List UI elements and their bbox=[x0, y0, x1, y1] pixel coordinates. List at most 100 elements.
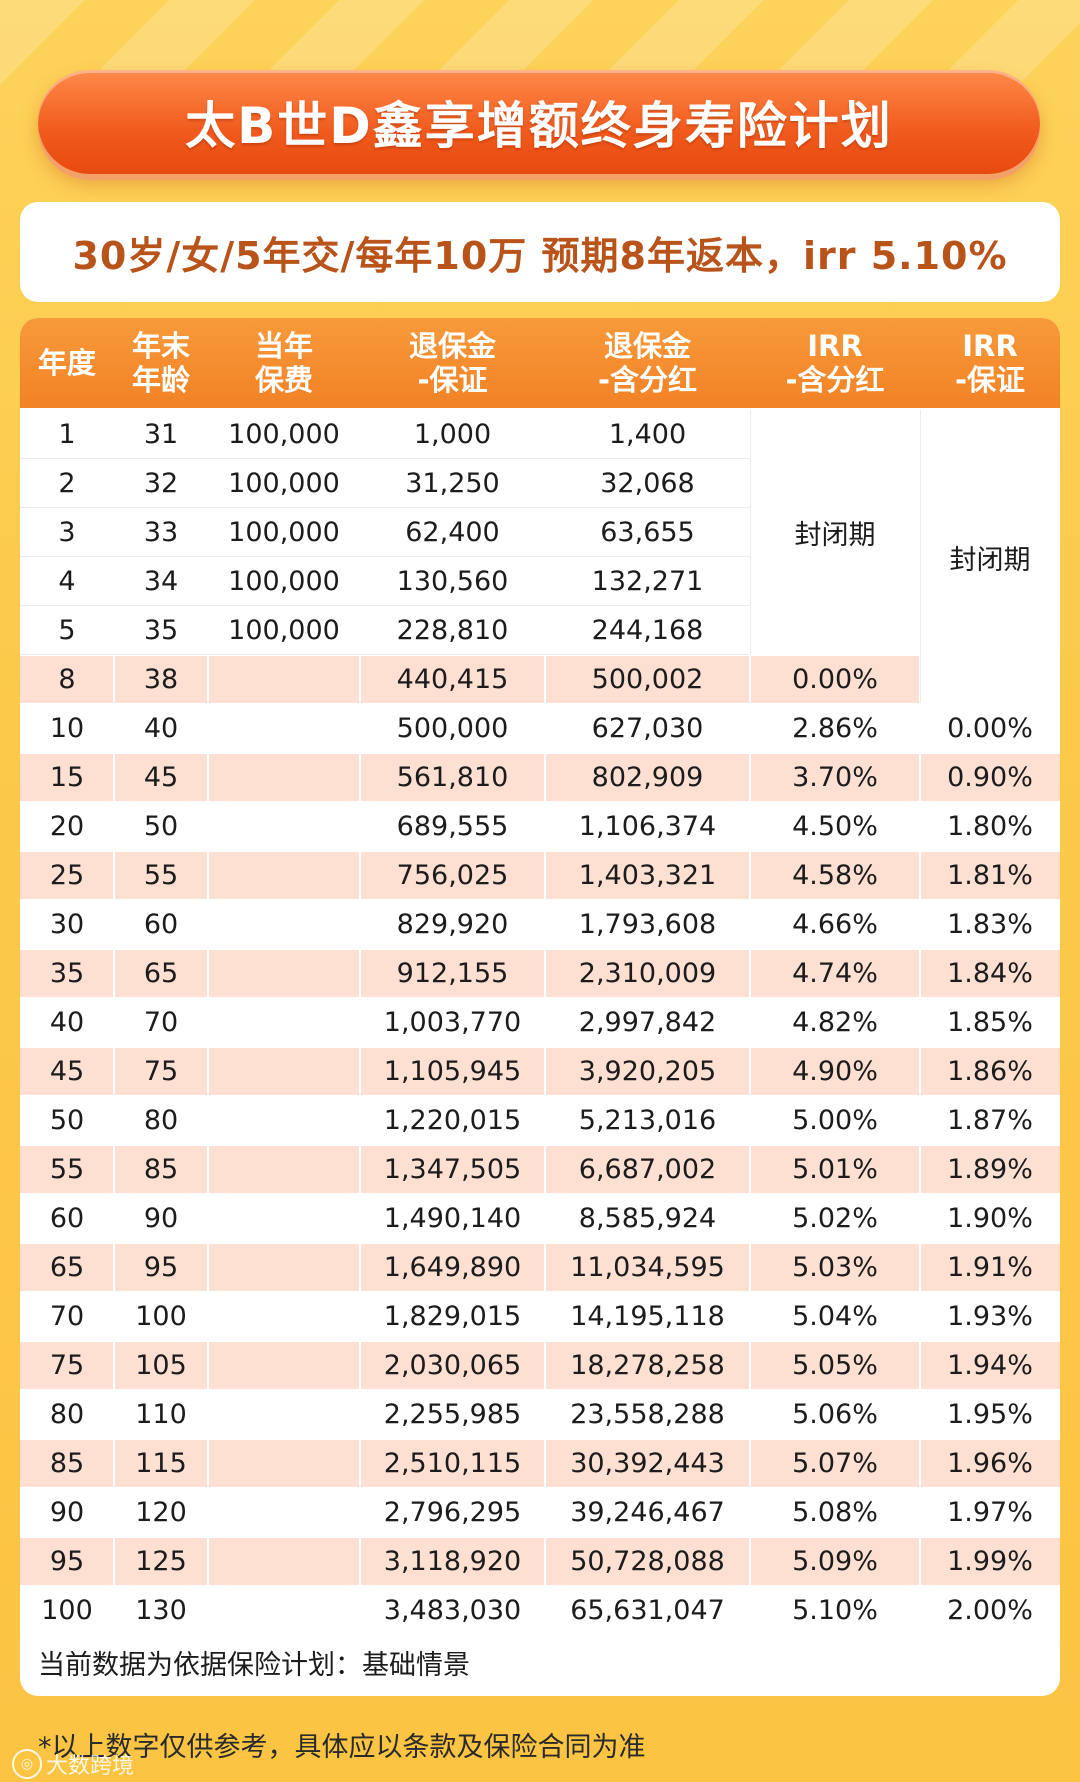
column-header: 年度 bbox=[20, 318, 114, 408]
table-cell: 689,555 bbox=[396, 811, 509, 842]
table-cell: 4.66% bbox=[792, 909, 878, 940]
table-cell: 65 bbox=[49, 1252, 85, 1283]
table-cell: 1,793,608 bbox=[578, 909, 717, 940]
table-cell: 244,168 bbox=[591, 615, 704, 646]
table-cell: 63,655 bbox=[600, 517, 695, 548]
table-cell: 1,490,140 bbox=[383, 1203, 522, 1234]
grid-line bbox=[20, 1634, 1060, 1636]
grid-line bbox=[20, 703, 1060, 705]
table-row: 10 40 500,000 627,030 2.86% 0.00% bbox=[20, 704, 1060, 753]
table-row: 50 80 1,220,015 5,213,016 5.00% 1.87% bbox=[20, 1096, 1060, 1145]
table-cell: 23,558,288 bbox=[570, 1399, 725, 1430]
table-cell: 829,920 bbox=[396, 909, 509, 940]
table-cell: 440,415 bbox=[396, 664, 509, 695]
table-row: 15 45 561,810 802,909 3.70% 0.90% bbox=[20, 753, 1060, 802]
table-row: 25 55 756,025 1,403,321 4.58% 1.81% bbox=[20, 851, 1060, 900]
table-cell bbox=[208, 1243, 360, 1292]
table-cell: 65 bbox=[143, 958, 179, 989]
table-cell: 50,728,088 bbox=[570, 1546, 725, 1577]
table-row: 95 125 3,118,920 50,728,088 5.09% 1.99% bbox=[20, 1537, 1060, 1586]
table-cell: 80 bbox=[49, 1399, 85, 1430]
table-cell: 1,403,321 bbox=[578, 860, 717, 891]
column-header-line: 退保金 bbox=[603, 329, 691, 363]
column-header-line: -保证 bbox=[417, 363, 488, 397]
grid-line bbox=[20, 752, 1060, 754]
table-cell: 1,003,770 bbox=[383, 1007, 522, 1038]
table-cell: 11,034,595 bbox=[570, 1252, 725, 1283]
table-cell: 1.97% bbox=[947, 1497, 1033, 1528]
table-cell: 75 bbox=[143, 1056, 179, 1087]
table-cell: 130,560 bbox=[396, 566, 509, 597]
table-cell: 32,068 bbox=[600, 468, 695, 499]
table-cell: 100,000 bbox=[228, 517, 340, 548]
table-cell: 4 bbox=[58, 566, 76, 597]
table-cell: 100,000 bbox=[228, 615, 340, 646]
table-cell: 1.95% bbox=[947, 1399, 1033, 1430]
page-title: 太B世D鑫享增额终身寿险计划 bbox=[185, 97, 893, 155]
grid-line bbox=[20, 1242, 1060, 1244]
column-header: 退保金 -保证 bbox=[360, 318, 545, 408]
table-cell: 75 bbox=[49, 1350, 85, 1381]
merged-cell-background bbox=[920, 410, 1060, 703]
grid-line bbox=[20, 1536, 1060, 1538]
table-cell: 3,118,920 bbox=[383, 1546, 522, 1577]
table-cell: 105 bbox=[135, 1350, 187, 1381]
benefit-table: 年度 年末 年龄 当年 保费 退保金 -保证 退保金 -含分红 IRR -含分红 IRR -保证 1 31… bbox=[20, 318, 1060, 1696]
table-row: 70 100 1,829,015 14,195,118 5.04% 1.93% bbox=[20, 1292, 1060, 1341]
table-cell: 2 bbox=[58, 468, 76, 499]
table-cell: 60 bbox=[143, 909, 179, 940]
grid-line bbox=[20, 1144, 1060, 1146]
table-cell: 35 bbox=[143, 615, 179, 646]
table-cell: 125 bbox=[135, 1546, 187, 1577]
table-cell: 90 bbox=[49, 1497, 85, 1528]
column-header-line: -含分红 bbox=[785, 363, 885, 397]
grid-line bbox=[20, 605, 750, 606]
table-cell: 1,649,890 bbox=[383, 1252, 522, 1283]
table-row: 100 130 3,483,030 65,631,047 5.10% 2.00% bbox=[20, 1586, 1060, 1635]
grid-line bbox=[20, 605, 1060, 607]
table-cell: 95 bbox=[49, 1546, 85, 1577]
table-cell: 31,250 bbox=[405, 468, 500, 499]
table-cell: 1.81% bbox=[947, 860, 1033, 891]
table-cell: 1.86% bbox=[947, 1056, 1033, 1087]
column-header-line: 年末 bbox=[131, 329, 190, 363]
table-cell: 65,631,047 bbox=[570, 1595, 725, 1626]
table-cell bbox=[208, 1194, 360, 1243]
grid-line bbox=[919, 408, 921, 1635]
table-cell: 132,271 bbox=[591, 566, 704, 597]
table-cell: 18,278,258 bbox=[570, 1350, 725, 1381]
column-header-line: -含分红 bbox=[597, 363, 698, 397]
table-cell: 5.10% bbox=[792, 1595, 878, 1626]
grid-line bbox=[20, 507, 1060, 509]
column-header: IRR -含分红 bbox=[750, 318, 920, 408]
table-cell: 45 bbox=[143, 762, 179, 793]
column-header-line: 退保金 bbox=[408, 329, 496, 363]
table-cell bbox=[208, 1341, 360, 1390]
table-cell: 2,310,009 bbox=[578, 958, 717, 989]
table-cell: 1.90% bbox=[947, 1203, 1033, 1234]
column-header: IRR -保证 bbox=[920, 318, 1060, 408]
table-cell bbox=[208, 1096, 360, 1145]
plan-summary: 30岁/女/5年交/每年10万 预期8年返本，irr 5.10% bbox=[72, 233, 1008, 278]
table-cell: 500,000 bbox=[396, 713, 509, 744]
table-cell: 62,400 bbox=[405, 517, 500, 548]
table-cell: 228,810 bbox=[396, 615, 509, 646]
table-cell: 802,909 bbox=[591, 762, 704, 793]
grid-line bbox=[359, 408, 361, 1635]
watermark-logo-icon: ◎ bbox=[12, 1749, 42, 1779]
grid-line bbox=[20, 850, 1060, 852]
table-cell: 100,000 bbox=[228, 468, 340, 499]
table-cell: 70 bbox=[49, 1301, 85, 1332]
table-cell: 5.04% bbox=[792, 1301, 878, 1332]
table-cell bbox=[208, 1390, 360, 1439]
table-cell: 3,920,205 bbox=[578, 1056, 717, 1087]
grid-line bbox=[20, 801, 1060, 803]
table-cell: 3 bbox=[58, 517, 76, 548]
grid-line bbox=[20, 1291, 1060, 1293]
table-cell: 3,483,030 bbox=[383, 1595, 522, 1626]
table-cell: 0.00% bbox=[947, 713, 1033, 744]
scenario-note: 当前数据为依据保险计划：基础情景 bbox=[38, 1649, 470, 1681]
table-cell: 1.93% bbox=[947, 1301, 1033, 1332]
table-cell: 5.06% bbox=[792, 1399, 878, 1430]
table-cell: 1.83% bbox=[947, 909, 1033, 940]
